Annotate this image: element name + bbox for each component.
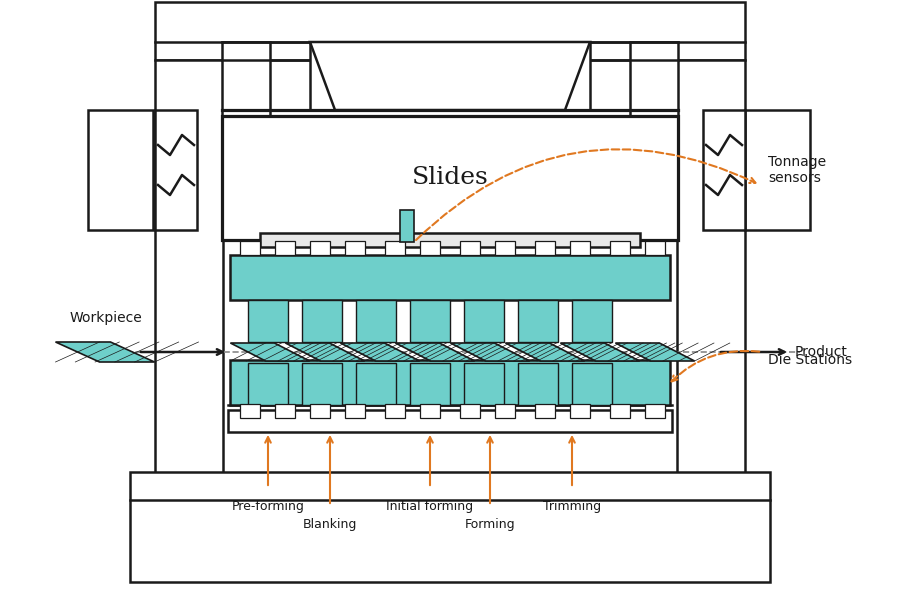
Bar (610, 241, 630, 255)
Bar (464, 363, 504, 405)
Text: Initial forming: Initial forming (386, 500, 473, 513)
Bar (420, 241, 440, 255)
Bar (275, 404, 295, 418)
Bar (535, 241, 555, 255)
Bar (410, 300, 450, 342)
Bar (345, 404, 365, 418)
Bar (385, 241, 405, 255)
Polygon shape (395, 343, 474, 361)
Bar (535, 404, 555, 418)
Bar (302, 363, 342, 405)
Polygon shape (56, 342, 155, 362)
Bar (345, 241, 365, 255)
Polygon shape (616, 343, 695, 361)
Text: Trimming: Trimming (543, 500, 601, 513)
Polygon shape (310, 42, 360, 110)
Text: Product: Product (795, 345, 848, 359)
Polygon shape (340, 343, 419, 361)
Polygon shape (561, 343, 640, 361)
Bar (275, 241, 295, 255)
Bar (495, 241, 515, 255)
Bar (222, 42, 270, 215)
Bar (248, 363, 288, 405)
Bar (248, 300, 288, 342)
Bar (385, 404, 405, 418)
Bar (155, 60, 223, 540)
Bar (400, 210, 414, 242)
Bar (410, 363, 450, 405)
Bar (610, 404, 630, 418)
Bar (420, 404, 440, 418)
Bar (745, 110, 810, 230)
Bar (130, 472, 770, 582)
Bar (310, 404, 330, 418)
Polygon shape (506, 343, 585, 361)
Bar (518, 363, 558, 405)
Polygon shape (450, 343, 529, 361)
Bar (464, 300, 504, 342)
Bar (155, 110, 197, 230)
Bar (645, 241, 665, 255)
Text: Forming: Forming (464, 518, 516, 531)
Bar (222, 116, 678, 240)
Polygon shape (310, 42, 590, 110)
Text: Slides: Slides (411, 166, 489, 190)
Polygon shape (230, 343, 310, 361)
Polygon shape (540, 42, 590, 110)
Bar (570, 241, 590, 255)
Text: Die Stations: Die Stations (768, 353, 852, 367)
Polygon shape (285, 343, 364, 361)
Bar (240, 404, 260, 418)
Bar (230, 360, 670, 405)
Bar (572, 300, 612, 342)
Text: Blanking: Blanking (302, 518, 357, 531)
Bar (460, 241, 480, 255)
Text: Pre-forming: Pre-forming (231, 500, 304, 513)
Bar (645, 404, 665, 418)
Bar (228, 410, 672, 432)
Text: Tonnage
sensors: Tonnage sensors (768, 155, 826, 185)
Bar (240, 241, 260, 255)
Bar (356, 363, 396, 405)
Bar (495, 404, 515, 418)
Bar (572, 363, 612, 405)
Bar (703, 110, 745, 230)
Bar (630, 42, 678, 215)
Bar (570, 404, 590, 418)
Bar (518, 300, 558, 342)
Bar (677, 60, 745, 540)
Bar (230, 255, 670, 300)
Bar (310, 241, 330, 255)
Bar (155, 2, 745, 60)
Bar (356, 300, 396, 342)
Bar (88, 110, 153, 230)
Bar (460, 404, 480, 418)
Text: Workpiece: Workpiece (70, 311, 143, 325)
Bar (302, 300, 342, 342)
Bar (260, 233, 640, 247)
